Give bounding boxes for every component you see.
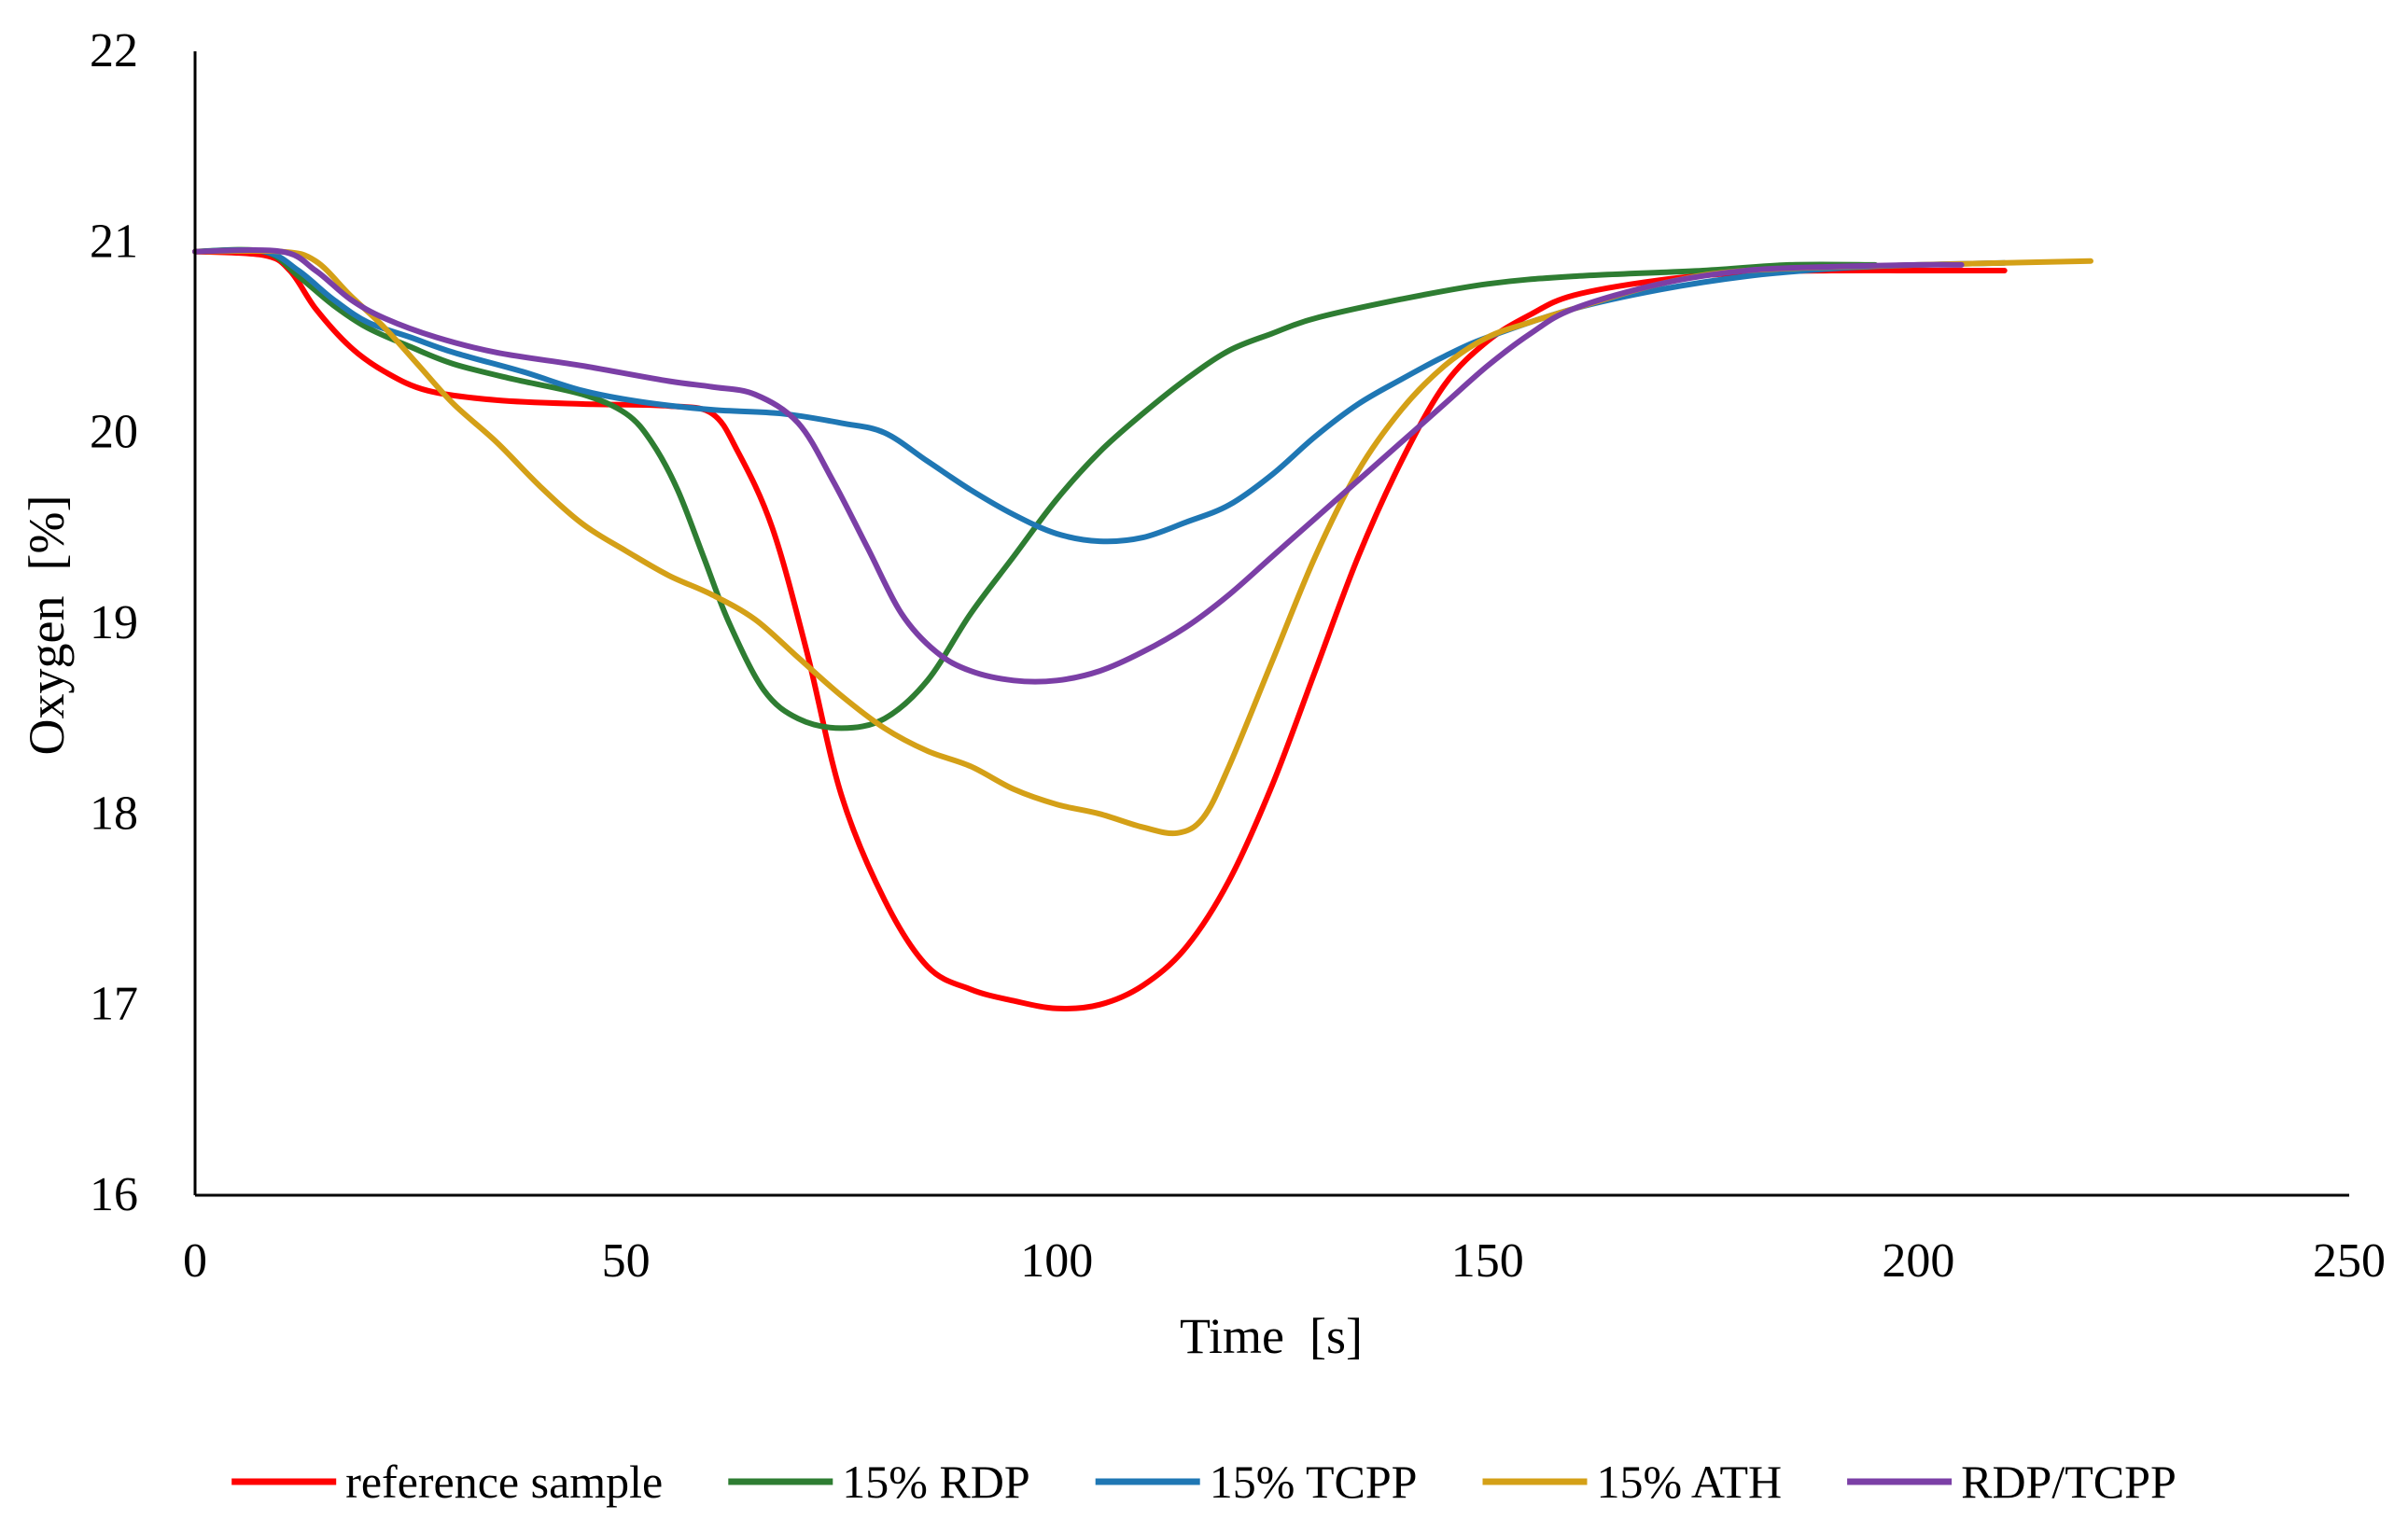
legend-item: 15% RDP [728, 1456, 1030, 1508]
legend-label: RDP/TCPP [1961, 1456, 2177, 1508]
series-line-rdp-tcpp [192, 247, 1965, 685]
series-line-reference-sample [192, 248, 2008, 1011]
legend-item: RDP/TCPP [1847, 1456, 2177, 1508]
y-tick-label: 19 [90, 596, 138, 649]
series-layer [192, 246, 2093, 1011]
y-tick-label: 21 [90, 215, 138, 268]
y-tick-label: 16 [90, 1168, 138, 1221]
y-tick-label: 22 [90, 24, 138, 77]
y-tick-label: 20 [90, 406, 138, 459]
y-axis-title: Oxygen [%] [19, 495, 75, 756]
x-tick-label: 50 [602, 1234, 651, 1288]
x-tick-label: 100 [1020, 1234, 1093, 1288]
x-tick-label: 250 [2313, 1234, 2386, 1288]
legend-label: 15% ATH [1597, 1456, 1783, 1508]
series-line-15-rdp [192, 246, 1879, 732]
x-tick-labels: 0 50 100 150 200 250 [183, 1234, 2386, 1288]
x-tick-label: 150 [1451, 1234, 1524, 1288]
y-tick-labels: 16 17 18 19 20 21 22 [90, 24, 138, 1221]
y-tick-label: 17 [90, 978, 138, 1031]
legend-label: 15% RDP [842, 1456, 1029, 1508]
series-line-15-ath [192, 247, 2093, 837]
legend-label: 15% TCPP [1210, 1456, 1418, 1508]
y-tick-label: 18 [90, 787, 138, 840]
legend-item: reference sample [231, 1456, 663, 1508]
x-axis-title: Time [s] [1180, 1308, 1363, 1364]
x-tick-label: 0 [183, 1234, 207, 1288]
legend-label: reference sample [345, 1456, 663, 1508]
legend-item: 15% ATH [1482, 1456, 1783, 1508]
x-tick-label: 200 [1882, 1234, 1954, 1288]
legend: reference sample 15% RDP 15% TCPP 15% ATH RD… [231, 1456, 2177, 1508]
legend-item: 15% TCPP [1095, 1456, 1418, 1508]
axes-layer [193, 51, 2349, 1197]
